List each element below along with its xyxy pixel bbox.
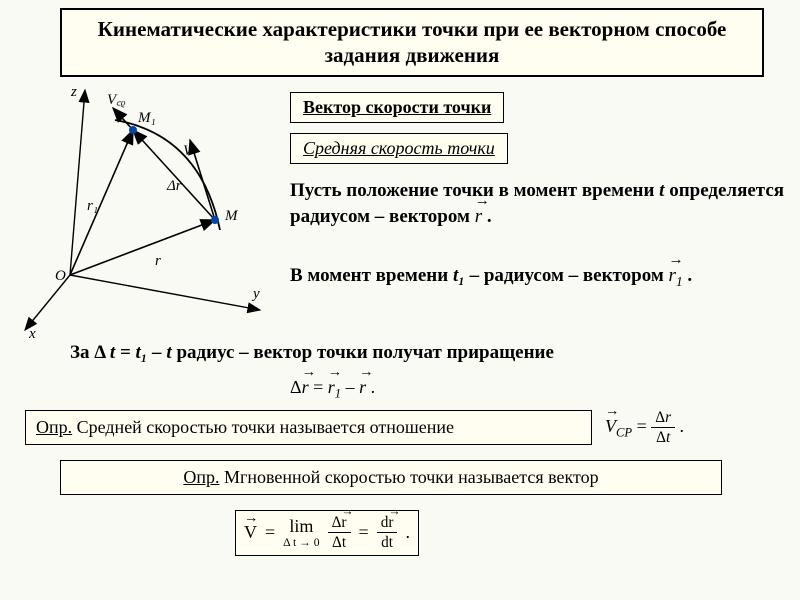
label-x: x	[28, 326, 36, 340]
def2-pre: Опр.	[183, 467, 219, 487]
p2-r1-sub: 1	[676, 274, 683, 289]
p2-r1: r	[669, 263, 676, 289]
label-r1: r₁	[87, 198, 98, 214]
paragraph-3: За Δ t = t₁ – t радиус – вектор точки по…	[70, 340, 780, 366]
f-v: V	[605, 414, 616, 438]
label-M: M	[224, 208, 239, 224]
p3a: За Δ	[70, 342, 110, 363]
flim-dot: .	[405, 522, 410, 543]
f-dr-r: r	[302, 375, 309, 399]
flim-V: V	[244, 522, 257, 543]
heading-velocity-vector: Вектор скорости точки	[290, 92, 504, 123]
flim-f2-den: dt	[377, 533, 397, 550]
label-y: y	[251, 286, 260, 302]
f-vavg-num: Δr	[651, 410, 675, 428]
flim-eq: =	[265, 522, 275, 543]
flim-f1-den: Δt	[328, 533, 350, 550]
title-text: Кинематические характеристики точки при …	[98, 17, 727, 67]
label-O: O	[55, 268, 66, 284]
p2-t1: t₁	[453, 265, 465, 286]
def2-text: Мгновенной скоростью точки называется ве…	[220, 467, 599, 487]
flim-lim: lim Δ t → 0	[283, 517, 319, 549]
def1-pre: Опр.	[36, 417, 72, 437]
paragraph-2: В момент времени t₁ – радиусом – векторо…	[290, 263, 785, 291]
label-r: r	[155, 253, 161, 269]
flim-eq2: =	[359, 522, 369, 543]
label-M1: M₁	[137, 110, 156, 126]
vector-V	[190, 140, 215, 220]
f-vavg-frac: Δr Δt	[651, 410, 675, 446]
vector-diagram: O x y z M M₁ r r₁ Δr V V꜀ᵨ	[15, 80, 275, 340]
flim-lim-word: lim	[289, 517, 313, 535]
def-inst-velocity: Опр. Мгновенной скоростью точки называет…	[60, 460, 722, 495]
point-M	[211, 216, 219, 224]
vector-r	[70, 220, 215, 275]
paragraph-1: Пусть положение точки в момент времени t…	[290, 178, 785, 229]
heading-avg-velocity: Средняя скорость точки	[290, 133, 508, 164]
flim-f1-num: Δr	[328, 515, 351, 533]
label-dr: Δr	[166, 178, 182, 194]
title-box: Кинематические характеристики точки при …	[60, 8, 764, 77]
p3b: радиус – вектор точки получат приращение	[172, 342, 554, 363]
flim-frac1: Δr Δt	[328, 515, 351, 551]
formula-vavg: VСР = Δr Δt .	[605, 410, 684, 446]
label-Vcp: V꜀ᵨ	[107, 92, 126, 108]
flim-frac2: dr dt	[377, 515, 398, 551]
flim-under: Δ t → 0	[283, 537, 319, 549]
label-z: z	[70, 84, 77, 100]
def1-text: Средней скоростью точки называется отнош…	[72, 417, 454, 437]
axis-y	[70, 275, 260, 310]
formula-limit: V = lim Δ t → 0 Δr Δt = dr dt .	[235, 510, 419, 556]
heading2-text: Средняя скорость точки	[303, 138, 495, 158]
p3-tdiff: t = t₁ – t	[110, 342, 172, 363]
p2b: – радиусом – вектором	[465, 265, 669, 286]
heading1-text: Вектор скорости точки	[303, 97, 491, 117]
vector-dr	[133, 130, 215, 220]
f-dr-r1: r	[328, 375, 335, 399]
f-dr-r1s: 1	[335, 387, 341, 401]
f-v-sub: СР	[616, 426, 632, 440]
f-dr-r0: r	[359, 375, 366, 399]
def-avg-velocity: Опр. Средней скоростью точки называется …	[25, 410, 592, 445]
flim-f2-num: dr	[377, 515, 398, 533]
p2a: В момент времени	[290, 265, 453, 286]
f-vavg-den: Δt	[652, 428, 674, 445]
p1-r: r	[475, 204, 482, 230]
point-M1	[129, 126, 137, 134]
p2-dot: .	[683, 265, 693, 286]
formula-dr: Δr = r1 – r .	[290, 375, 375, 403]
vector-Vcp	[113, 108, 133, 130]
